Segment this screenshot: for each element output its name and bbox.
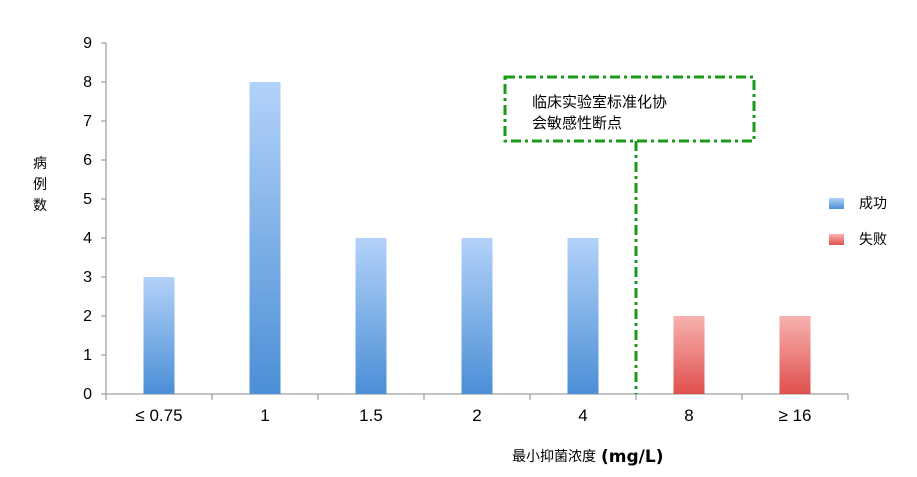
bar (461, 238, 493, 394)
breakpoint-label: 临床实验室标准化协 (532, 93, 667, 111)
legend-label: 成功 (859, 196, 887, 212)
x-tick-label: 1 (260, 406, 269, 425)
legend-swatch (829, 198, 844, 209)
x-tick-label: ≥ 16 (779, 406, 812, 425)
bars (143, 82, 811, 394)
y-tick-label: 3 (83, 269, 92, 286)
y-tick-label: 7 (83, 113, 92, 130)
x-tick-label: 1.5 (359, 406, 383, 425)
y-tick-label: 6 (83, 152, 92, 169)
y-tick-label: 0 (83, 386, 92, 403)
x-axis: ≤ 0.75 1 1.5 2 4 8 ≥ 16 (105, 393, 849, 425)
y-tick-label: 5 (83, 191, 92, 208)
breakpoint-label: 会敏感性断点 (532, 114, 622, 132)
breakpoint-box (503, 75, 756, 143)
legend-label: 失败 (859, 232, 887, 248)
bar (143, 277, 175, 394)
bar (779, 316, 811, 394)
x-tick-label: 4 (578, 406, 587, 425)
y-tick-label: 1 (83, 347, 92, 364)
y-tick-label: 9 (83, 35, 92, 52)
y-axis-title: 病例数 (33, 156, 47, 214)
bar (355, 238, 387, 394)
x-tick-label: 8 (684, 406, 693, 425)
x-tick-label: ≤ 0.75 (135, 406, 182, 425)
y-axis: 0 1 2 3 4 5 6 7 8 9 (83, 35, 107, 403)
bar (249, 82, 281, 394)
y-tick-label: 4 (83, 230, 92, 247)
x-axis-title: 最小抑菌浓度 (512, 449, 596, 465)
x-tick-label: 2 (472, 406, 481, 425)
y-tick-label: 2 (83, 308, 92, 325)
legend-swatch (829, 234, 844, 245)
bar (567, 238, 599, 394)
x-axis-unit: (mg/L) (601, 447, 663, 467)
bar (673, 316, 705, 394)
y-tick-label: 8 (83, 74, 92, 91)
